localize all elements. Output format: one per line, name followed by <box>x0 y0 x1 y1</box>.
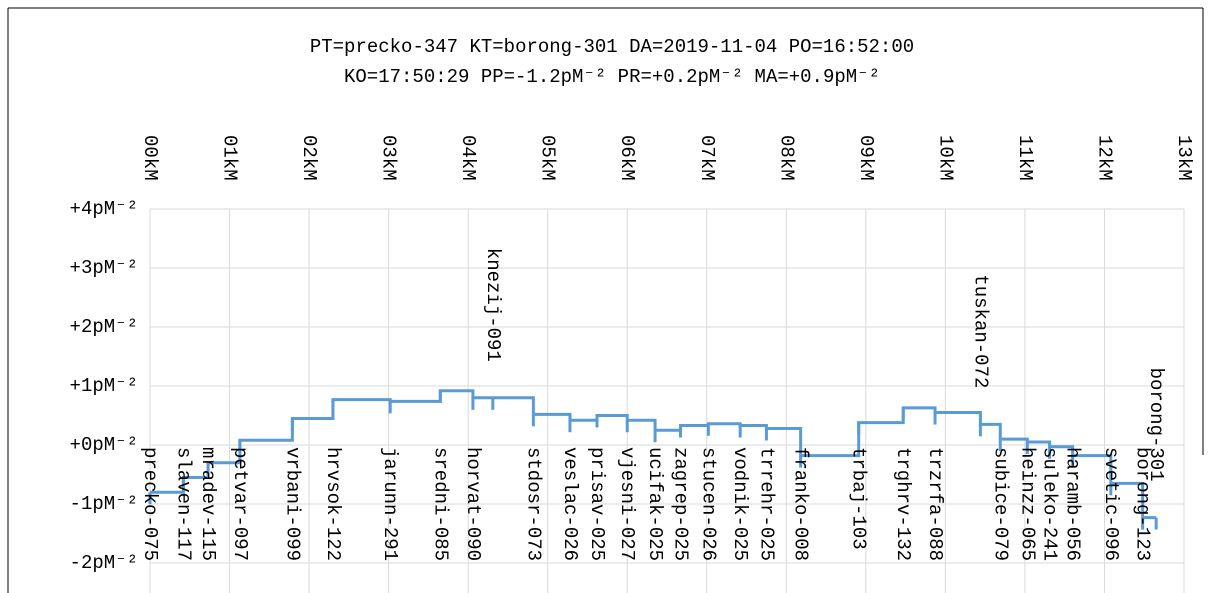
y-tick-label: -1pM⁻² <box>70 493 138 515</box>
x-tick-label: 08kM <box>775 135 797 181</box>
x-tick-label: 03kM <box>378 135 400 181</box>
station-label: svetic-096 <box>1100 447 1122 561</box>
station-label: prisav-025 <box>586 447 608 561</box>
y-tick-label: +2pM⁻² <box>70 316 138 338</box>
y-tick-label: +1pM⁻² <box>70 375 138 397</box>
x-tick-label: 02kM <box>298 135 320 181</box>
x-tick-label: 07kM <box>696 135 718 181</box>
y-tick-label: -2pM⁻² <box>70 552 138 574</box>
station-label: horvat-090 <box>462 447 484 561</box>
station-label: mradev-115 <box>197 447 219 561</box>
y-tick-label: +4pM⁻² <box>70 198 138 220</box>
station-label: vjesni-027 <box>616 447 638 561</box>
station-label: ucifak-025 <box>644 447 666 561</box>
station-label: trzrfa-088 <box>924 447 946 561</box>
station-label: haramb-056 <box>1062 447 1084 561</box>
x-tick-label: 13kM <box>1173 135 1195 181</box>
x-tick-label: 12kM <box>1093 135 1115 181</box>
station-label: petvar-097 <box>229 447 251 561</box>
station-label: trbaj-103 <box>848 447 870 550</box>
x-tick-label: 06kM <box>616 135 638 181</box>
station-label: trghrv-132 <box>892 447 914 561</box>
station-label: vrbani-099 <box>281 447 303 561</box>
station-label: precko-075 <box>139 447 161 561</box>
station-label: zagrep-025 <box>670 447 692 561</box>
station-label: subice-079 <box>989 447 1011 561</box>
station-label: stucen-026 <box>697 447 719 561</box>
x-tick-label: 01kM <box>219 135 241 181</box>
station-label: tuskan-072 <box>969 274 991 388</box>
station-label: borong-123 <box>1132 447 1154 561</box>
station-label: suleko-241 <box>1039 447 1061 561</box>
station-label: veslac-026 <box>559 447 581 561</box>
station-label: slaven-117 <box>172 447 194 561</box>
x-tick-label: 00kM <box>139 135 161 181</box>
chart-subtitle: KO=17:50:29 PP=-1.2pM⁻² PR=+0.2pM⁻² MA=+… <box>344 66 880 88</box>
station-label: knezij-091 <box>482 248 504 362</box>
station-label: hrvsok-122 <box>322 447 344 561</box>
station-label: vodnik-025 <box>729 447 751 561</box>
x-tick-label: 10kM <box>934 135 956 181</box>
x-tick-label: 04kM <box>457 135 479 181</box>
y-tick-label: +0pM⁻² <box>70 434 138 456</box>
station-label: stdosr-073 <box>522 447 544 561</box>
x-tick-label: 09kM <box>855 135 877 181</box>
station-label: heinzz-065 <box>1016 447 1038 561</box>
chart-title: PT=precko-347 KT=borong-301 DA=2019-11-0… <box>310 36 914 58</box>
station-label: franko-008 <box>790 447 812 561</box>
station-label: jarunn-291 <box>379 447 401 561</box>
station-label: sredni-085 <box>429 447 451 561</box>
station-label: borong-301 <box>1145 368 1167 482</box>
x-tick-label: 11kM <box>1014 135 1036 181</box>
y-tick-label: +3pM⁻² <box>70 257 138 279</box>
x-tick-label: 05kM <box>537 135 559 181</box>
station-label: trrehr-025 <box>755 447 777 561</box>
